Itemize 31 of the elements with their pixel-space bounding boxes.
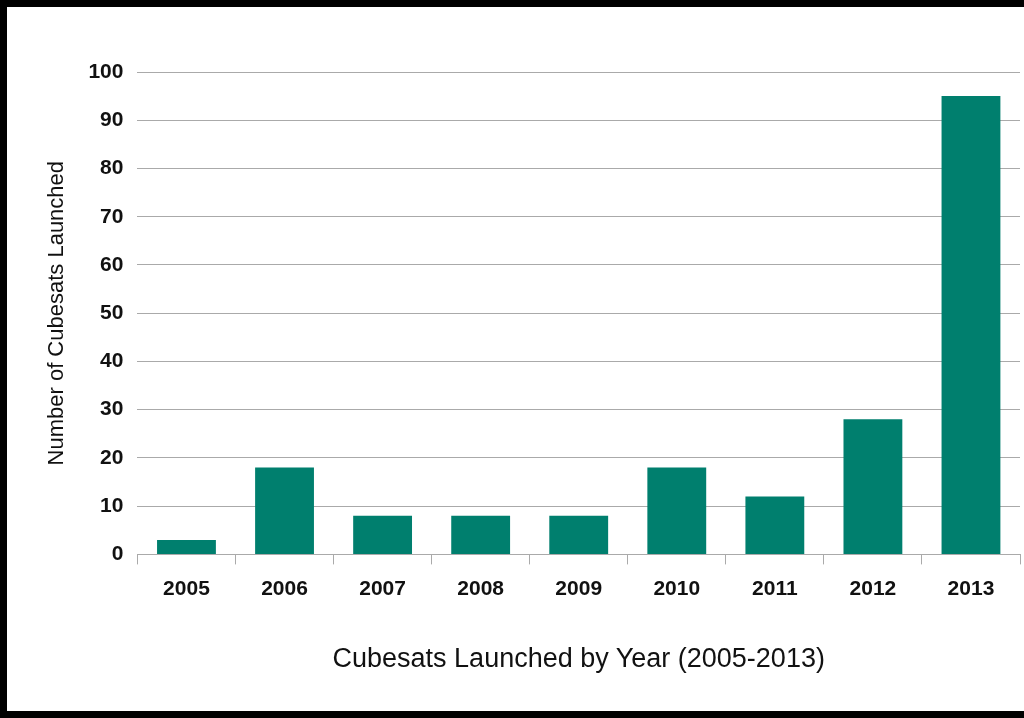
x-tick-label: 2010 <box>653 575 701 599</box>
y-tick-label: 80 <box>100 155 124 179</box>
bar <box>745 496 805 554</box>
x-tick-label: 2008 <box>457 575 505 599</box>
x-tick-label: 2009 <box>555 575 603 599</box>
y-tick-label: 30 <box>100 396 124 420</box>
bar <box>255 467 314 554</box>
x-tick-label: 2011 <box>752 575 798 599</box>
bar <box>843 419 903 554</box>
y-tick-label: 40 <box>100 348 124 372</box>
x-tick-label: 2013 <box>947 575 995 599</box>
y-tick-label: 90 <box>100 107 124 131</box>
y-tick-label: 10 <box>100 492 124 516</box>
x-tick-label: 2006 <box>261 575 308 599</box>
y-axis-title: Number of Cubesats Launched <box>43 160 69 466</box>
bar <box>647 467 707 554</box>
y-tick-label: 50 <box>100 300 124 323</box>
x-tick-label: 2007 <box>359 575 406 599</box>
x-tick-label: 2012 <box>849 575 897 599</box>
bar <box>157 539 216 554</box>
bar <box>353 515 413 554</box>
y-tick-label: 0 <box>111 541 124 565</box>
bar <box>451 515 511 554</box>
y-tick-label: 60 <box>100 251 124 275</box>
y-tick-label: 100 <box>88 58 124 82</box>
x-tick-label: 2005 <box>163 575 211 599</box>
bar <box>941 96 1001 554</box>
y-tick-label: 70 <box>100 203 124 227</box>
y-tick-label: 20 <box>100 444 124 468</box>
bar <box>549 515 609 554</box>
x-axis-title: Cubesats Launched by Year (2005-2013) <box>332 643 825 674</box>
